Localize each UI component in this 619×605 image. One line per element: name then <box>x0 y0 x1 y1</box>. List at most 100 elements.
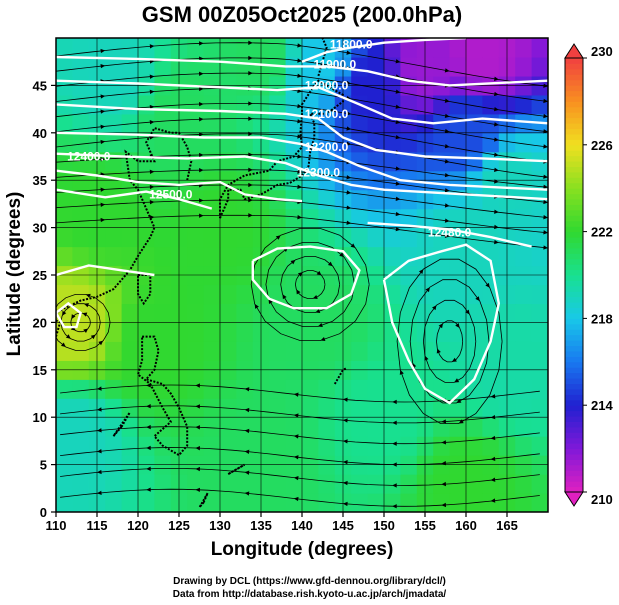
wind-arrow <box>199 71 204 76</box>
x-tick-label: 115 <box>87 518 108 533</box>
wind-arrow <box>282 294 287 300</box>
colorbar-label: 218 <box>591 311 613 326</box>
wind-arrow <box>97 448 102 454</box>
field-cell <box>449 303 467 323</box>
wind-arrow <box>343 460 348 465</box>
contour-line <box>56 79 548 125</box>
wind-arrow <box>395 196 401 201</box>
field-cell <box>121 56 139 77</box>
field-cell <box>351 208 369 229</box>
wind-arrow <box>244 470 250 475</box>
field-cell <box>515 189 533 210</box>
x-tick-label: 160 <box>455 518 477 533</box>
colorbar-segment <box>565 437 583 444</box>
field-cell <box>88 493 106 512</box>
wind-arrow <box>432 305 437 311</box>
field-cell <box>236 284 254 305</box>
field-cell <box>351 189 369 210</box>
field-cell <box>531 379 548 399</box>
wind-arrow <box>425 287 430 293</box>
colorbar-segment <box>565 188 583 195</box>
field-cell <box>302 227 319 248</box>
field-cell <box>384 322 401 342</box>
contour-label: 11800.0 <box>330 38 373 52</box>
field-cell <box>302 94 319 115</box>
field-cell <box>466 132 483 153</box>
colorbar-segment <box>565 269 583 276</box>
field-cell <box>302 341 319 361</box>
wind-arrow <box>248 131 253 137</box>
wind-arrow <box>290 259 296 265</box>
coastline-segment <box>56 319 62 337</box>
field-cell <box>482 151 500 172</box>
field-cell <box>466 417 483 437</box>
colorbar-segment <box>565 209 583 216</box>
field-cell <box>220 379 237 399</box>
wind-arrow <box>248 70 253 76</box>
wind-arrow <box>146 466 151 471</box>
field-cell <box>351 341 369 361</box>
colorbar-segment <box>565 242 583 249</box>
colorbar-segment <box>565 79 583 86</box>
field-cell <box>531 284 548 305</box>
field-cell <box>56 493 73 512</box>
x-tick-label: 125 <box>168 518 190 533</box>
field-cell <box>105 360 123 380</box>
wind-arrow <box>444 98 450 103</box>
field-cell <box>203 417 221 437</box>
field-cell <box>302 398 319 418</box>
wind-arrow <box>494 91 499 97</box>
x-tick-label: 165 <box>496 518 518 533</box>
colorbar-segment <box>565 68 583 75</box>
field-cell <box>285 113 303 134</box>
field-cell <box>56 379 73 399</box>
field-cell <box>121 132 139 153</box>
streamline <box>60 447 540 466</box>
wind-arrow <box>346 111 352 116</box>
streamline <box>56 133 548 178</box>
field-cell <box>367 151 385 172</box>
field-cell <box>515 341 533 361</box>
field-cell <box>154 94 172 115</box>
wind-arrow <box>254 303 259 309</box>
field-cell <box>105 189 123 210</box>
field-cell <box>88 113 106 134</box>
field-cell <box>515 227 533 248</box>
field-cell <box>400 94 418 115</box>
field-cell <box>466 398 483 418</box>
field-cell <box>88 94 106 115</box>
wind-arrow <box>244 387 250 392</box>
field-cell <box>433 493 451 512</box>
wind-arrow <box>441 419 447 424</box>
field-cell <box>88 246 106 267</box>
wind-arrow <box>100 63 106 69</box>
field-cell <box>138 227 155 248</box>
field-cell <box>220 322 237 342</box>
colorbar-segment <box>565 193 583 200</box>
wind-arrow <box>199 56 204 61</box>
wind-streamlines <box>56 40 548 509</box>
field-cell <box>531 417 548 437</box>
field-cell <box>220 246 237 267</box>
field-cell <box>433 303 451 323</box>
field-cell <box>88 417 106 437</box>
field-cell <box>203 341 221 361</box>
field-cell <box>269 38 287 58</box>
wind-arrow <box>395 89 401 94</box>
coastline-segment <box>198 492 209 508</box>
field-cell <box>56 38 73 58</box>
colorbar-segment <box>565 448 583 455</box>
field-cell <box>187 341 205 361</box>
wind-arrow <box>392 504 397 509</box>
colorbar-segment <box>565 454 583 460</box>
colorbar-label: 214 <box>591 398 613 413</box>
field-cell <box>187 322 205 342</box>
wind-arrow <box>494 179 499 184</box>
wind-arrow <box>424 355 429 361</box>
field-cell <box>482 341 500 361</box>
field-cell <box>220 303 237 323</box>
field-cell <box>220 284 237 305</box>
contour-line <box>56 264 155 277</box>
colorbar-segment <box>565 312 583 319</box>
